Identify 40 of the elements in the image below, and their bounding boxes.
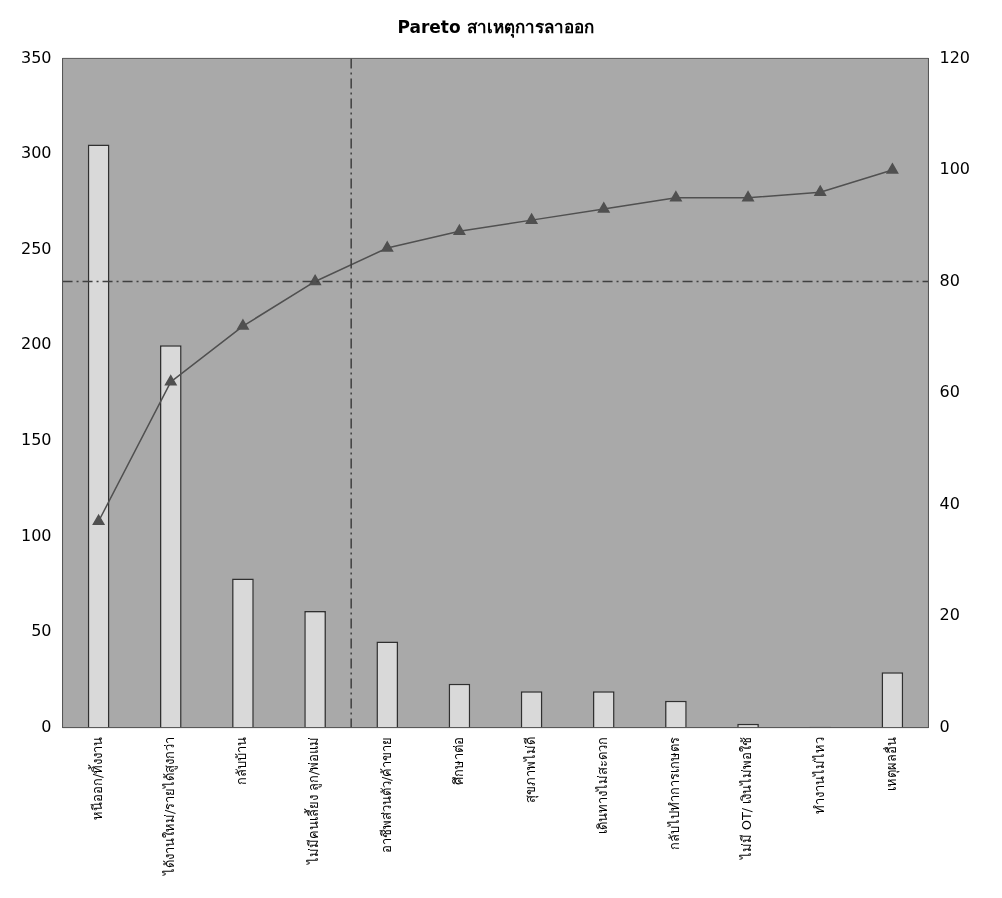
- y2-tick-label: 0: [939, 716, 950, 736]
- x-tick-label: เดินทางไม่สะดวก: [595, 736, 611, 834]
- point: [164, 375, 177, 386]
- x-tick-label: สุขภาพไม่ดี: [522, 736, 539, 803]
- y2-tick-label: 60: [939, 382, 960, 402]
- y-tick-label: 50: [31, 621, 52, 641]
- y2-tick-label: 120: [939, 47, 971, 67]
- y-tick-label: 200: [20, 334, 52, 354]
- y-tick-label: 100: [20, 525, 52, 545]
- point: [886, 163, 899, 174]
- x-tick-label: อาชีพส่วนตัว/ค้าขาย: [378, 736, 394, 854]
- point: [236, 319, 249, 330]
- y2-tick-label: 20: [939, 605, 960, 625]
- y2-tick-label: 100: [939, 159, 971, 179]
- y-tick-label: 350: [20, 47, 52, 67]
- point: [814, 185, 827, 196]
- y-tick-label: 300: [20, 143, 52, 163]
- y-tick-label: 250: [20, 238, 52, 258]
- x-tick-label: ไม่มีคนเลี้ยง ลูก/พ่อแม่: [304, 736, 323, 866]
- y2-tick-label: 80: [939, 270, 960, 290]
- x-tick-label: กลับไปทำการเกษตร: [667, 736, 683, 850]
- x-tick-label: กลับบ้าน: [234, 736, 250, 785]
- x-tick-label: ได้งานใหม่/รายได้สูงกว่า: [162, 736, 179, 877]
- point: [669, 191, 682, 202]
- chart-title: Pareto สาเหตุการลาออก: [397, 16, 594, 38]
- point: [525, 213, 538, 224]
- x-tick-label: เหตุผลอื่น: [882, 736, 900, 791]
- point: [92, 514, 105, 526]
- x-tick-label: หนีออก/ทิ้งงาน: [87, 736, 105, 821]
- point: [597, 202, 610, 213]
- point: [453, 224, 466, 236]
- point: [742, 191, 755, 202]
- x-tick-label: ศึกษาต่อ: [450, 736, 466, 785]
- y-tick-label: 0: [41, 716, 52, 736]
- y-tick-label: 150: [20, 429, 52, 449]
- point: [381, 241, 394, 252]
- y2-tick-label: 40: [939, 493, 960, 513]
- x-tick-label: ทำงานไม่ไหว: [811, 736, 827, 814]
- point: [309, 274, 322, 286]
- x-tick-label: ไม่มี OT/ เงินไม่พอใช้: [739, 736, 755, 861]
